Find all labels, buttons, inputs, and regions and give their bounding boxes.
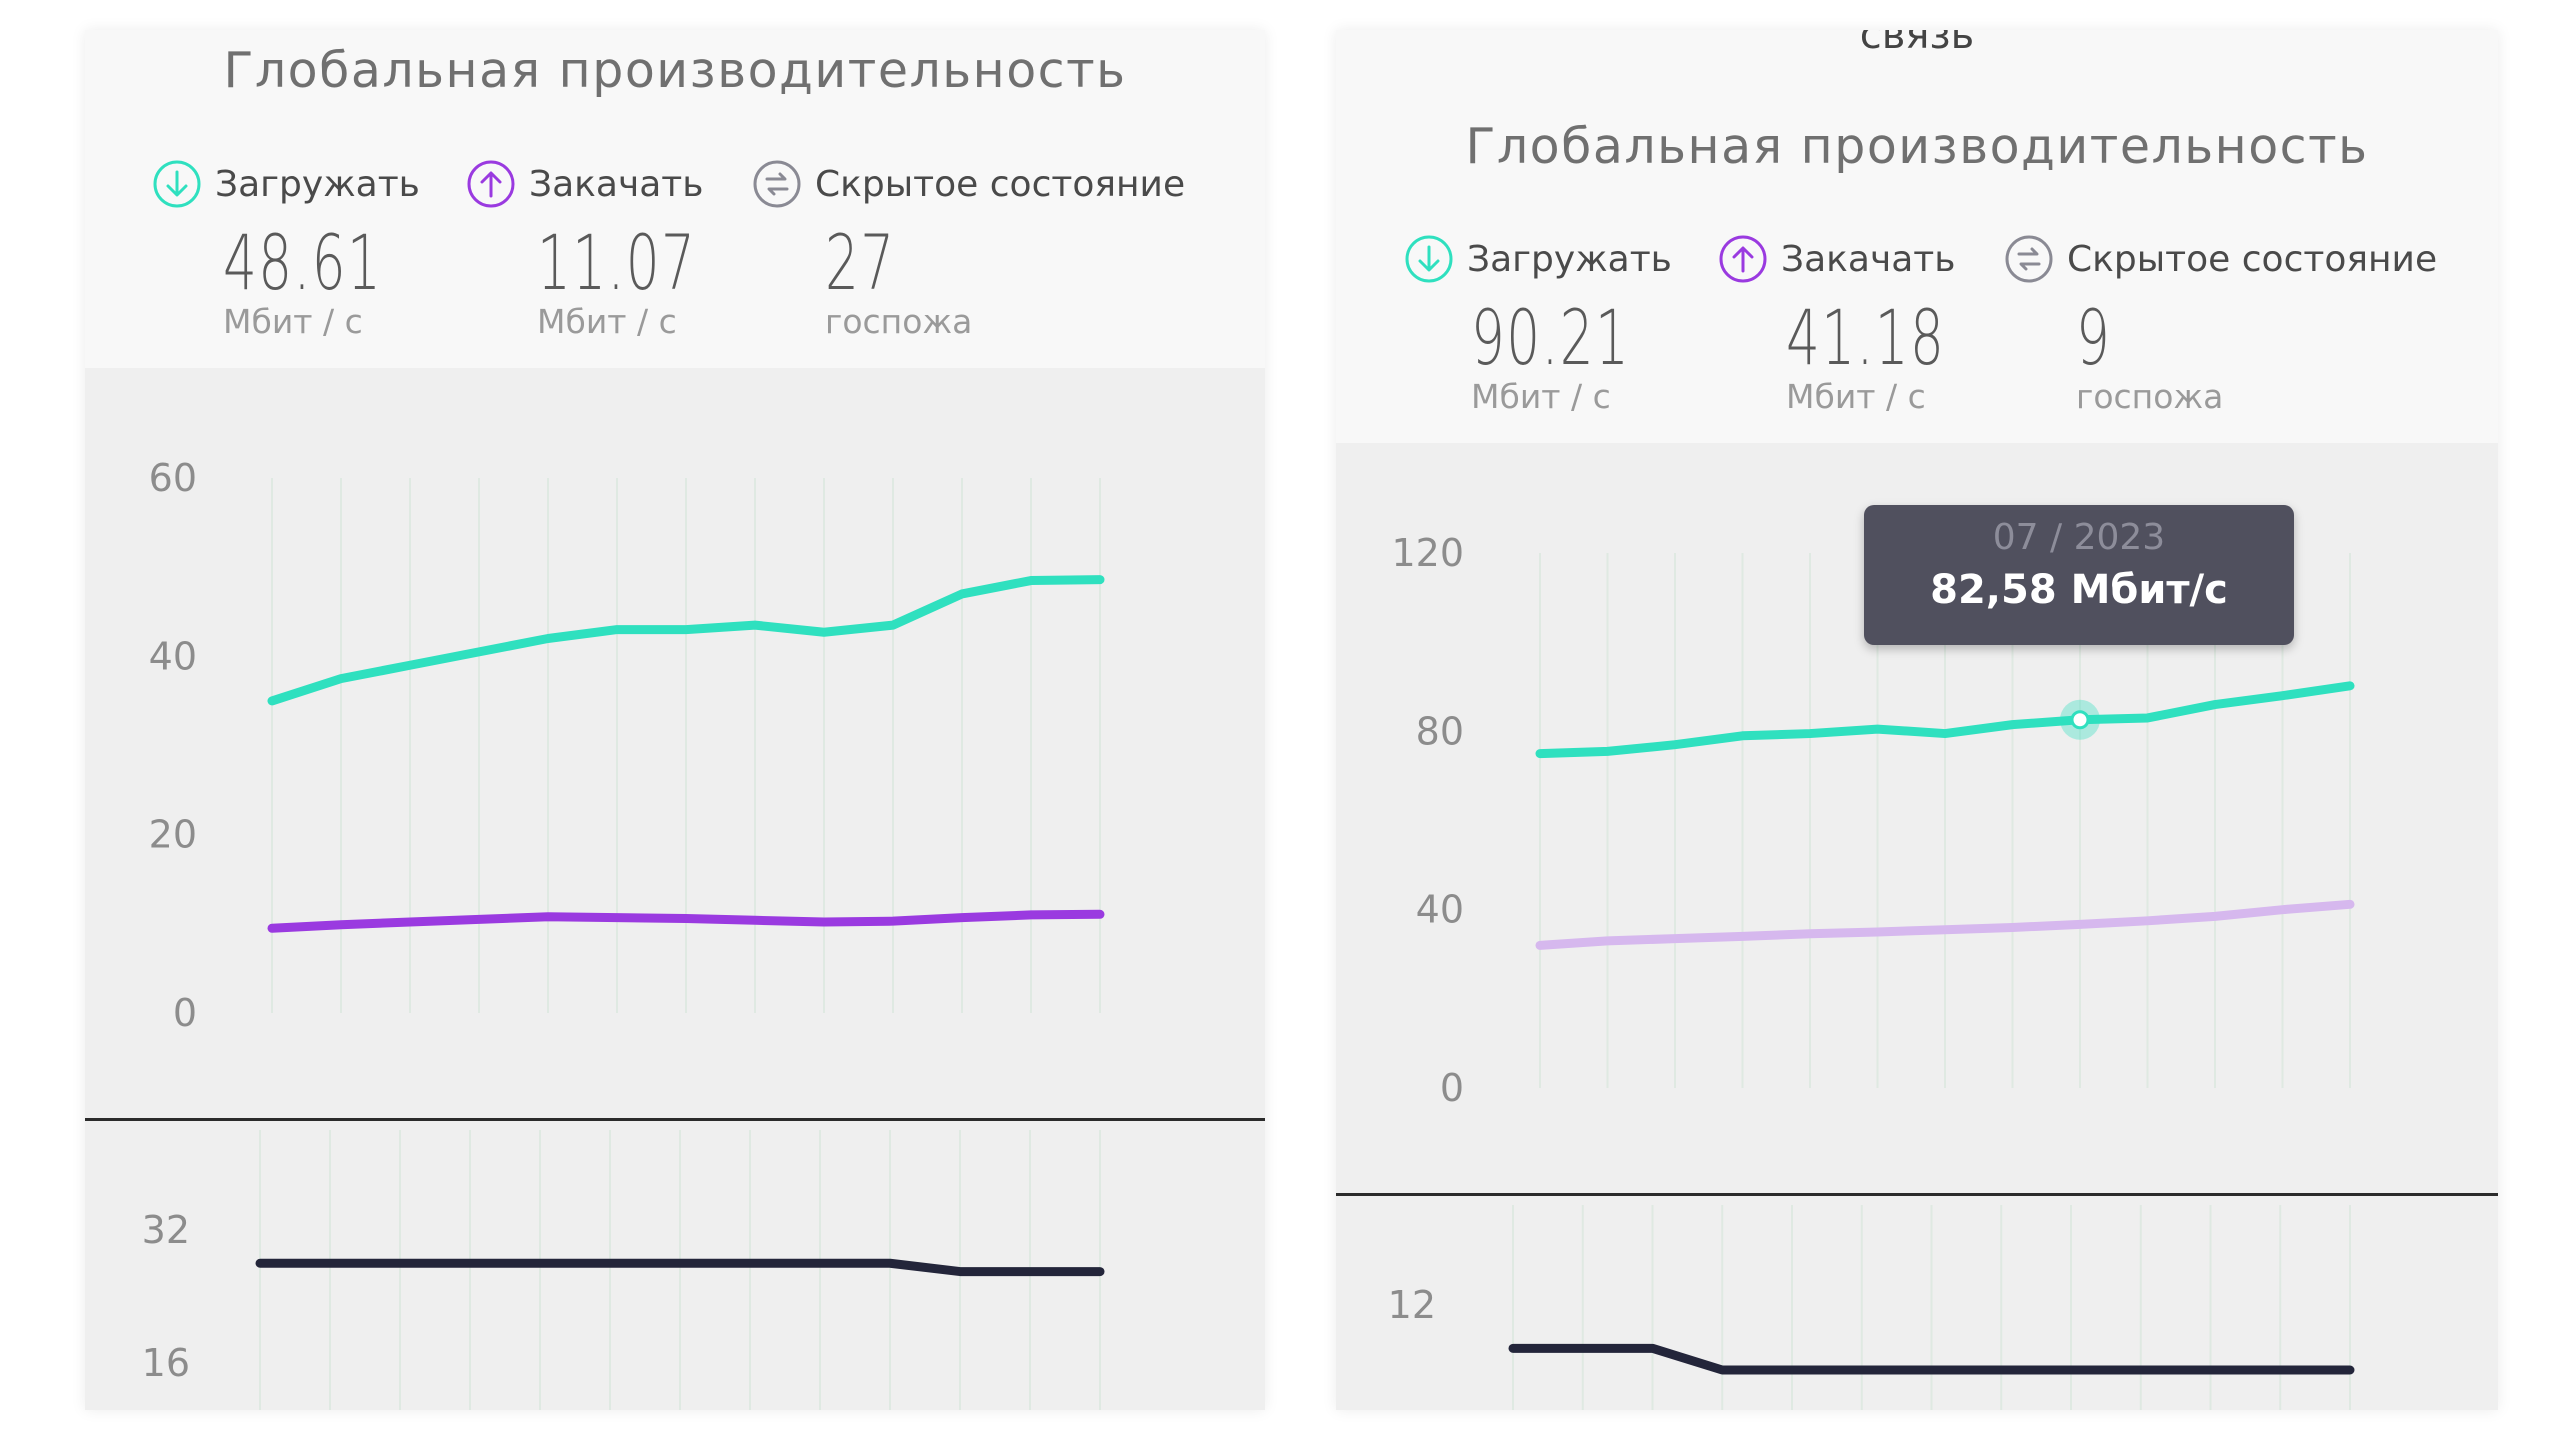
stat-upload-unit: Мбит / с [537,302,677,341]
y-tick-label: 120 [1391,531,1464,575]
arrow-down-circle-icon [1405,235,1453,283]
upload-series-line [1535,899,2355,950]
stat-download-value: 90.21 [1471,293,1631,382]
left-legend-download[interactable]: Загружать [151,158,420,210]
right-latency-chart: 612 [1388,1205,2355,1410]
left-throughput-chart: 0 20 40 60 [149,456,1105,1035]
left-chart-divider [85,1118,1265,1121]
right-legend-upload[interactable]: Закачать [1717,233,1955,285]
stat-latency-unit: госпожа [825,302,973,341]
arrow-up-circle-icon [467,160,515,208]
y-tick-label: 60 [149,456,197,500]
left-header: Глобальная производительность Загружать … [85,30,1265,368]
right-chart-divider [1336,1193,2498,1196]
arrow-down-circle-icon [153,160,201,208]
y-tick-label: 40 [1416,888,1464,932]
legend-label-download: Загружать [215,163,420,205]
right-header: связь Глобальная производительность Загр… [1336,30,2498,443]
right-legend-download[interactable]: Загружать [1403,233,1672,285]
stat-latency-value: 27 [825,218,896,307]
swap-circle-icon [2005,235,2053,283]
legend-label-upload: Закачать [1781,238,1956,280]
upload-series-line [267,909,1105,933]
left-title: Глобальная производительность [223,42,1127,99]
swap-circle-icon [753,160,801,208]
legend-label-latency: Скрытое состояние [2067,238,2438,280]
chart-tooltip: 07 / 2023 82,58 Мбит/с [1864,505,2294,645]
y-tick-label: 80 [1416,709,1464,753]
download-series-line [1535,681,2355,759]
download-series-line [267,575,1105,706]
left-dashboard-panel: Глобальная производительность Загружать … [85,30,1265,1410]
stat-upload-value: 41.18 [1786,293,1946,382]
y-tick-label: 16 [142,1341,190,1385]
stat-latency-value: 9 [2076,293,2112,382]
y-tick-label: 32 [142,1208,190,1252]
y-tick-label: 40 [149,634,197,678]
y-tick-label: 0 [1440,1066,1464,1110]
stat-upload-unit: Мбит / с [1786,377,1926,416]
latency-series-line [1508,1343,2355,1375]
legend-label-latency: Скрытое состояние [815,163,1186,205]
y-tick-label: 0 [173,991,197,1035]
stat-download-unit: Мбит / с [223,302,363,341]
tooltip-value: 82,58 Мбит/с [1930,567,2228,613]
stat-upload-value: 11.07 [537,218,697,307]
right-dashboard-panel: связь Глобальная производительность Загр… [1336,30,2498,1410]
left-legend-latency[interactable]: Скрытое состояние [751,158,1185,210]
tooltip-date: 07 / 2023 [1992,517,2166,558]
right-cutoff-label: связь [1859,30,1975,58]
right-throughput-chart: 0 40 80 120 [1391,531,2355,1110]
right-legend-latency[interactable]: Скрытое состояние [2003,233,2437,285]
stat-download-value: 48.61 [223,218,383,307]
y-tick-label: 20 [149,813,197,857]
arrow-up-circle-icon [1719,235,1767,283]
left-legend-upload[interactable]: Закачать [465,158,703,210]
right-title: Глобальная производительность [1465,118,2369,175]
y-tick-label: 12 [1388,1283,1436,1327]
stat-latency-unit: госпожа [2076,377,2224,416]
latency-series-line [255,1258,1105,1277]
stat-download-unit: Мбит / с [1471,377,1611,416]
legend-label-download: Загружать [1467,238,1672,280]
hover-point [2070,710,2090,730]
legend-label-upload: Закачать [529,163,704,205]
